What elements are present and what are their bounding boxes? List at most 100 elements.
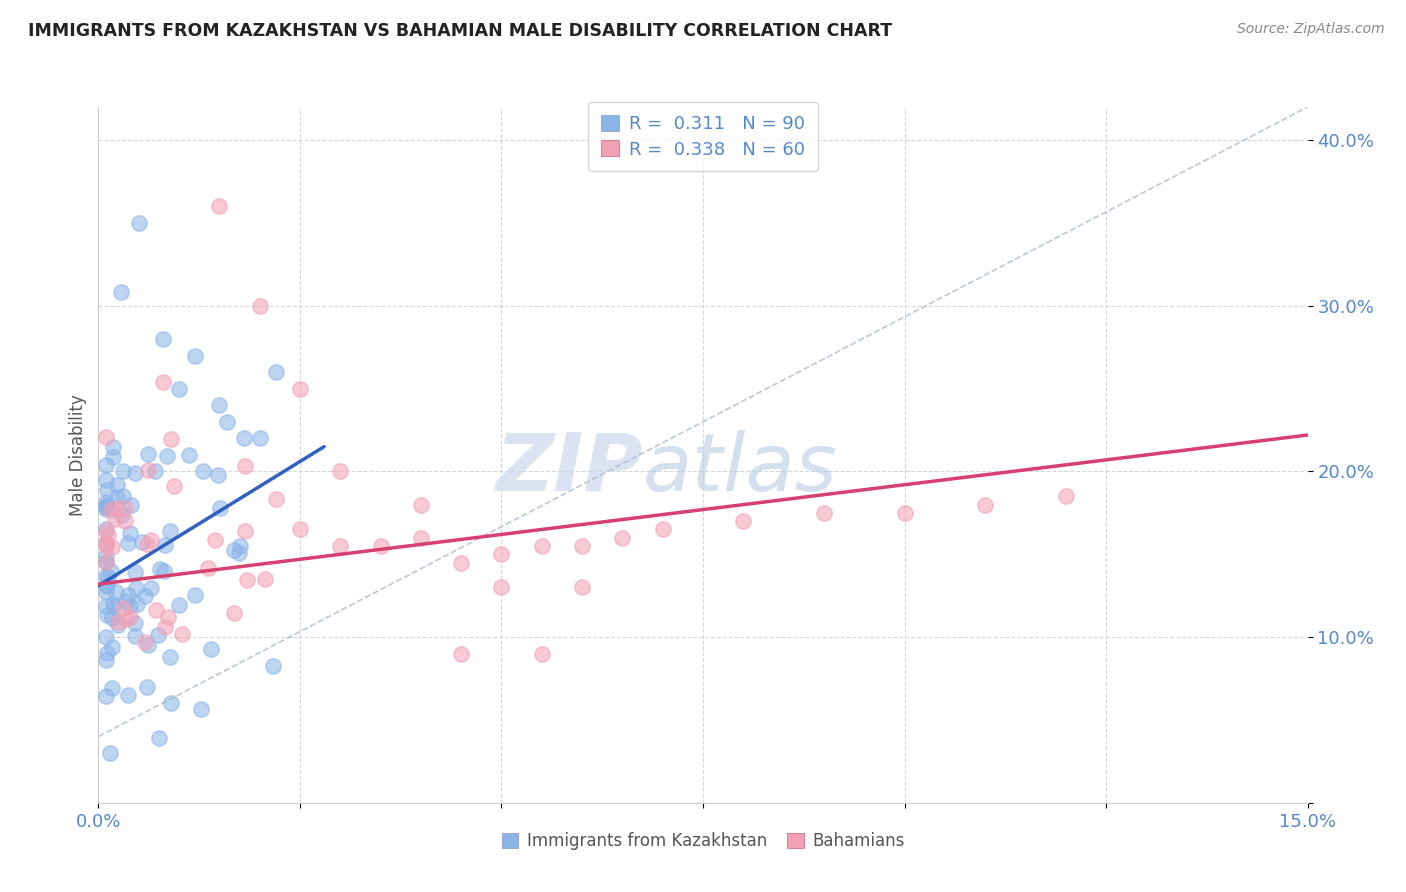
Point (96, 483, 118, 498)
Point (224, 542, 246, 557)
Point (329, 465, 352, 479)
Point (530, 539, 553, 553)
Point (651, 523, 673, 537)
Point (136, 638, 159, 652)
Point (149, 562, 172, 576)
Point (96, 653, 118, 667)
Point (115, 612, 138, 626)
Point (103, 599, 125, 614)
Point (96, 498, 118, 512)
Point (96, 599, 118, 614)
Point (105, 477, 128, 491)
Text: IMMIGRANTS FROM KAZAKHSTAN VS BAHAMIAN MALE DISABILITY CORRELATION CHART: IMMIGRANTS FROM KAZAKHSTAN VS BAHAMIAN M… (28, 22, 893, 40)
Point (329, 539, 352, 553)
Point (163, 479, 186, 493)
Point (733, 514, 755, 528)
Point (96, 555, 118, 569)
Point (96, 555, 118, 569)
Point (117, 688, 139, 702)
Point (208, 398, 231, 412)
Point (184, 588, 207, 602)
Point (96, 502, 118, 516)
Point (249, 431, 271, 445)
Legend: Immigrants from Kazakhstan, Bahamians: Immigrants from Kazakhstan, Bahamians (495, 826, 911, 857)
Point (96, 458, 118, 473)
Point (105, 585, 128, 599)
Point (136, 463, 159, 477)
Point (409, 498, 432, 512)
Point (159, 649, 181, 664)
Point (266, 491, 288, 506)
Point (232, 431, 254, 445)
Point (96, 536, 118, 550)
Point (450, 647, 472, 661)
Point (370, 539, 392, 553)
Point (207, 467, 229, 482)
Point (96, 549, 118, 564)
Point (105, 500, 128, 515)
Point (96, 585, 118, 599)
Point (141, 581, 163, 595)
Point (120, 498, 142, 512)
Point (491, 547, 513, 561)
Text: Source: ZipAtlas.com: Source: ZipAtlas.com (1237, 22, 1385, 37)
Point (249, 299, 271, 313)
Point (155, 449, 177, 463)
Point (101, 681, 124, 696)
Point (208, 199, 231, 213)
Point (103, 597, 125, 611)
Point (262, 659, 284, 673)
Point (197, 560, 219, 574)
Text: ZIP: ZIP (495, 430, 643, 508)
Point (125, 582, 148, 596)
Point (96, 539, 118, 553)
Point (200, 642, 222, 657)
Point (136, 537, 159, 551)
Point (124, 466, 146, 480)
Point (96, 569, 118, 583)
Point (146, 628, 169, 642)
Point (104, 512, 127, 526)
Point (491, 581, 513, 595)
Point (813, 506, 835, 520)
Point (204, 533, 226, 547)
Point (107, 615, 129, 629)
Point (115, 594, 138, 608)
Point (101, 450, 124, 465)
Point (160, 432, 183, 446)
Point (114, 514, 136, 528)
Point (179, 448, 201, 462)
Text: atlas: atlas (643, 430, 838, 508)
Point (96, 524, 118, 539)
Point (96, 689, 118, 703)
Point (131, 535, 153, 549)
Point (159, 524, 181, 539)
Point (148, 731, 170, 746)
Point (134, 590, 156, 604)
Point (208, 501, 231, 516)
Point (120, 526, 142, 541)
Point (96, 430, 118, 444)
Point (288, 523, 311, 537)
Point (184, 349, 207, 363)
Point (111, 489, 134, 503)
Point (96, 579, 118, 593)
Point (118, 610, 141, 624)
Point (264, 365, 287, 379)
Point (167, 382, 190, 396)
Point (112, 600, 135, 615)
Point (96, 535, 118, 549)
Point (97, 570, 120, 584)
Point (152, 565, 174, 579)
Point (96, 500, 118, 514)
Point (233, 524, 256, 538)
Point (153, 538, 176, 552)
Point (152, 332, 174, 346)
Point (96, 646, 118, 660)
Point (134, 634, 156, 648)
Point (974, 498, 997, 512)
Point (288, 382, 311, 396)
Point (145, 603, 167, 617)
Point (107, 618, 129, 632)
Point (236, 573, 259, 587)
